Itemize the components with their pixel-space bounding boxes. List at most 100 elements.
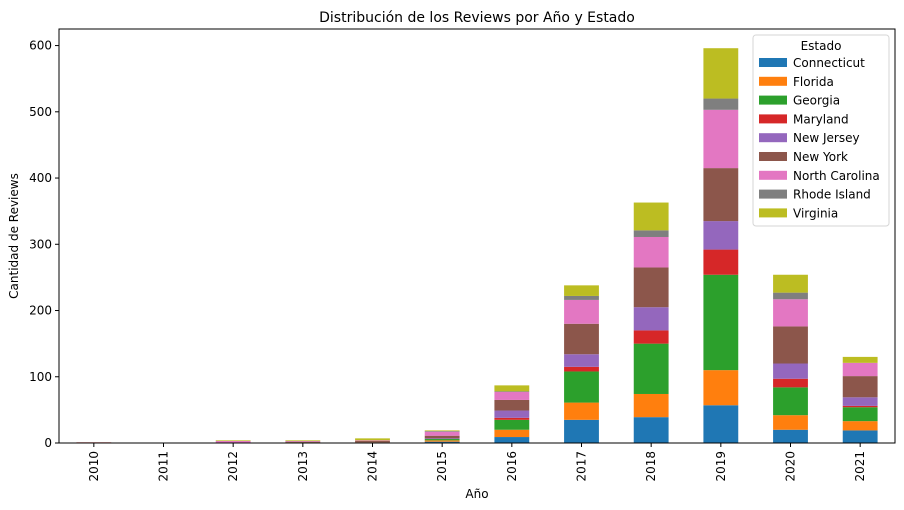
bar-segment-florida-2019 [703, 370, 739, 406]
legend-swatch [759, 170, 787, 180]
y-tick-label: 200 [29, 304, 52, 318]
bar-segment-new-jersey-2016 [494, 410, 530, 418]
x-tick-label: 2013 [296, 451, 310, 482]
legend-title: Estado [801, 39, 842, 53]
legend-swatch [759, 133, 787, 143]
bar-segment-new-york-2020 [773, 326, 808, 364]
bar-segment-florida-2018 [633, 393, 669, 418]
legend-label: Maryland [793, 112, 849, 126]
bar-segment-new-jersey-2019 [703, 221, 739, 250]
bar-segment-new-york-2021 [842, 376, 878, 398]
legend-label: Rhode Island [793, 188, 871, 202]
bar-segment-new-jersey-2017 [564, 354, 599, 367]
bar-segment-virginia-2019 [703, 48, 739, 99]
bar-segment-new-york-2019 [703, 168, 739, 222]
bar-segment-north-carolina-2015 [424, 431, 460, 436]
bar-segment-virginia-2016 [494, 385, 530, 392]
bar-segment-maryland-2021 [842, 405, 878, 408]
bar-segment-virginia-2012 [215, 440, 251, 442]
bar-segment-rhode-island-2017 [564, 295, 599, 300]
y-axis-ticks: 0 100 200 300 400 500 600 [29, 39, 59, 450]
bar-segment-north-carolina-2019 [703, 109, 739, 169]
x-tick-label: 2018 [644, 451, 658, 482]
bar-segment-rhode-island-2020 [773, 292, 808, 300]
bar-segment-new-york-2017 [564, 323, 599, 355]
bar-segment-maryland-2019 [703, 249, 739, 275]
x-tick-label: 2012 [226, 451, 240, 482]
bar-segment-virginia-2013 [285, 440, 321, 442]
bar-segment-connecticut-2015 [424, 441, 460, 443]
bar-segment-georgia-2016 [494, 419, 530, 430]
chart-title: Distribución de los Reviews por Año y Es… [319, 10, 635, 26]
bar-segment-north-carolina-2021 [842, 362, 878, 377]
bar-segment-virginia-2015 [424, 430, 460, 432]
bar-segment-florida-2017 [564, 402, 599, 420]
bar-segment-connecticut-2016 [494, 437, 530, 443]
bar-segment-georgia-2015 [424, 439, 460, 441]
legend-label: Florida [793, 75, 834, 89]
bar-segment-virginia-2014 [355, 438, 390, 441]
bar-segment-georgia-2021 [842, 407, 878, 422]
bar-segment-connecticut-2021 [842, 430, 878, 443]
bar-segment-new-jersey-2018 [633, 307, 669, 331]
bar-segment-rhode-island-2019 [703, 98, 739, 110]
y-tick-label: 100 [29, 370, 52, 384]
legend-swatch [759, 189, 787, 199]
legend-label: North Carolina [793, 169, 880, 183]
bar-segment-north-carolina-2020 [773, 299, 808, 327]
bar-segment-north-carolina-2017 [564, 299, 599, 324]
bar-segment-maryland-2020 [773, 378, 808, 388]
legend-swatch [759, 95, 787, 105]
x-axis-ticks: 2010 2011 2012 2013 2014 2015 2016 2017 2018 2019… [87, 443, 867, 482]
bar-segment-virginia-2018 [633, 202, 669, 231]
bar-segment-georgia-2018 [633, 343, 669, 394]
y-tick-label: 0 [44, 436, 52, 450]
bar-segment-new-jersey-2021 [842, 397, 878, 406]
x-tick-label: 2020 [784, 451, 798, 482]
x-tick-label: 2014 [366, 451, 380, 482]
legend-items: Connecticut Florida Georgia Maryland New Jer… [759, 56, 880, 220]
bar-segment-north-carolina-2012 [215, 441, 251, 443]
bar-segment-virginia-2017 [564, 285, 599, 296]
bar-segment-florida-2015 [424, 440, 460, 442]
y-tick-label: 400 [29, 171, 52, 185]
bar-segment-new-jersey-2020 [773, 363, 808, 379]
bar-segment-rhode-island-2015 [424, 431, 460, 432]
x-tick-label: 2021 [853, 451, 867, 482]
bar-segment-north-carolina-2016 [494, 391, 530, 400]
x-tick-label: 2017 [575, 451, 589, 482]
x-tick-label: 2010 [87, 451, 101, 482]
bar-segment-georgia-2020 [773, 387, 808, 416]
x-tick-label: 2011 [157, 451, 171, 482]
bar-segment-connecticut-2018 [633, 417, 669, 443]
bar-segment-connecticut-2017 [564, 419, 599, 443]
plot-frame [58, 28, 896, 444]
y-tick-label: 600 [29, 39, 52, 53]
bar-segment-maryland-2018 [633, 330, 669, 344]
x-tick-label: 2019 [714, 451, 728, 482]
bar-segment-new-york-2014 [355, 441, 390, 443]
bar-segment-new-york-2018 [633, 267, 669, 308]
bar-segment-new-york-2016 [494, 399, 530, 411]
bar-segment-new-york-2015 [424, 435, 460, 439]
bar-segment-new-jersey-2015 [424, 438, 460, 440]
bar-segment-maryland-2017 [564, 366, 599, 372]
x-tick-label: 2015 [435, 451, 449, 482]
y-axis-label: Cantidad de Reviews [7, 173, 21, 299]
bar-segment-florida-2021 [842, 421, 878, 431]
bar-segment-virginia-2020 [773, 274, 808, 293]
bar-segment-connecticut-2019 [703, 405, 739, 443]
legend-swatch [759, 114, 787, 124]
bars-layer [76, 48, 878, 443]
y-tick-label: 300 [29, 237, 52, 251]
x-axis-label: Año [465, 487, 488, 501]
y-tick-label: 500 [29, 105, 52, 119]
legend-swatch [759, 152, 787, 161]
bar-segment-maryland-2016 [494, 417, 530, 420]
bar-segment-connecticut-2020 [773, 429, 808, 443]
legend-swatch [759, 58, 787, 67]
legend-swatch [759, 208, 787, 218]
legend-label: Connecticut [793, 56, 865, 70]
